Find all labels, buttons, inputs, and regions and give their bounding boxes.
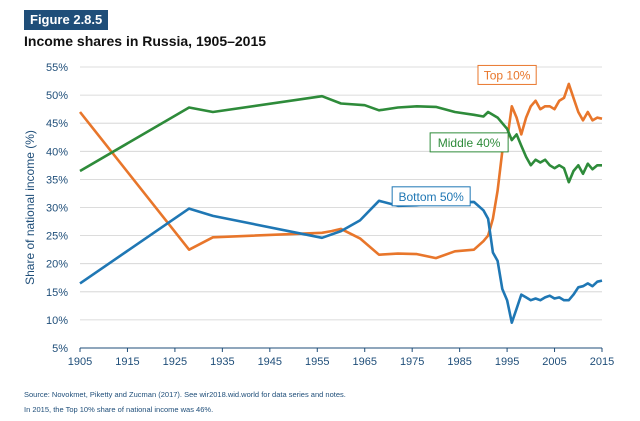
series-label-box [429,132,509,153]
series-line-top10 [78,82,603,260]
x-tick-label: 2005 [542,356,566,368]
series-label: Top 10% [484,68,531,82]
x-tick-label: 1905 [68,356,92,368]
y-tick-label: 30% [46,203,68,215]
y-tick-label: 40% [46,146,68,158]
series-label: Bottom 50% [398,190,464,204]
chart-title: Income shares in Russia, 1905–2015 [24,33,267,49]
x-tick-label: 1975 [400,356,424,368]
x-tick-label: 1915 [115,356,139,368]
y-tick-label: 45% [46,118,68,130]
x-tick-label: 2015 [590,356,614,368]
series-line-bottom50 [79,199,603,324]
series-label: Middle 40% [438,136,501,150]
series-label-box [477,64,537,85]
series-label-box [391,186,471,207]
x-tick-label: 1965 [352,356,376,368]
x-tick-label: 1995 [495,356,519,368]
y-tick-label: 35% [46,174,68,186]
y-tick-label: 20% [46,259,68,271]
y-tick-label: 10% [46,315,68,327]
y-tick-label: 50% [46,90,68,102]
x-tick-label: 1945 [258,356,282,368]
x-tick-label: 1935 [210,356,234,368]
footnote: In 2015, the Top 10% share of national i… [24,405,214,414]
series-line-middle40 [79,94,602,184]
y-tick-label: 5% [52,343,68,355]
figure-label: Figure 2.8.5 [24,10,109,30]
y-tick-label: 25% [46,231,68,243]
x-tick-label: 1955 [305,356,329,368]
source-note: Source: Novokmet, Piketty and Zucman (20… [24,390,346,399]
x-tick-label: 1925 [163,356,187,368]
y-tick-label: 15% [46,287,68,299]
y-tick-label: 55% [46,62,68,74]
x-tick-label: 1985 [447,356,471,368]
y-axis-label: Share of national income (%) [23,130,37,285]
